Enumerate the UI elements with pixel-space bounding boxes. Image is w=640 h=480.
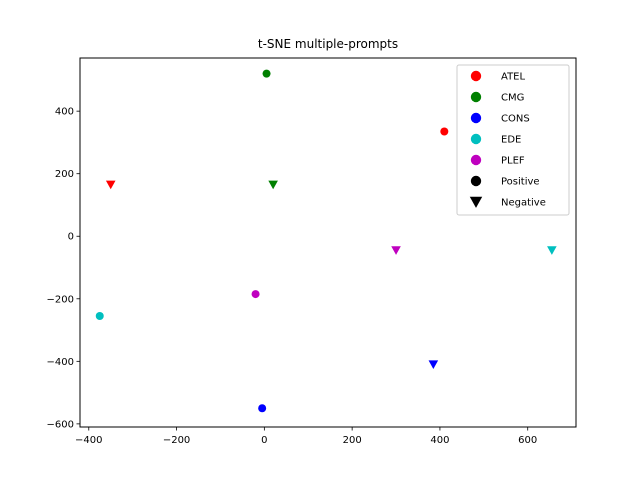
legend-marker-cons — [470, 112, 482, 124]
y-tick-label: −200 — [47, 294, 74, 305]
legend-box — [456, 64, 570, 216]
legend-label-negative: Negative — [501, 198, 546, 209]
y-tick-label: 400 — [55, 107, 74, 118]
y-tick-label: −400 — [47, 357, 74, 368]
chart-title: t-SNE multiple-prompts — [258, 37, 398, 51]
point-plef-negative — [391, 246, 401, 255]
x-tick-label: −200 — [163, 435, 190, 446]
point-cmg-positive — [262, 69, 271, 78]
point-atel-negative — [105, 180, 116, 190]
legend-label-ede: EDE — [501, 135, 521, 146]
point-cmg-negative — [268, 180, 278, 190]
y-tick-label: 200 — [55, 169, 74, 180]
point-ede-positive — [95, 311, 104, 320]
x-tick-label: 400 — [430, 435, 449, 446]
point-plef-positive — [251, 290, 260, 299]
axes-frame — [79, 57, 577, 428]
y-tick-label: −600 — [47, 419, 74, 430]
legend-marker-negative — [469, 196, 483, 208]
point-cons-negative — [428, 360, 439, 370]
point-cons-positive — [258, 404, 267, 413]
x-tick-label: 600 — [518, 435, 537, 446]
legend-label-plef: PLEF — [501, 156, 525, 167]
y-tick-label: 0 — [68, 232, 74, 243]
legend-label-cons: CONS — [501, 114, 530, 125]
point-atel-positive — [440, 127, 449, 136]
x-tick-label: −400 — [75, 435, 102, 446]
legend-label-cmg: CMG — [501, 93, 524, 104]
legend: ATEL CMG CONS EDE PLEF Positive Negative — [456, 64, 570, 216]
x-tick-label: 200 — [343, 435, 362, 446]
legend-marker-cmg — [470, 91, 482, 103]
legend-marker-plef — [470, 154, 482, 166]
legend-label-atel: ATEL — [501, 72, 525, 83]
legend-label-positive: Positive — [501, 177, 540, 188]
legend-marker-atel — [470, 70, 482, 82]
x-tick-label: 0 — [261, 435, 267, 446]
legend-marker-ede — [470, 133, 482, 145]
legend-marker-positive — [470, 175, 482, 187]
point-ede-negative — [547, 246, 557, 255]
